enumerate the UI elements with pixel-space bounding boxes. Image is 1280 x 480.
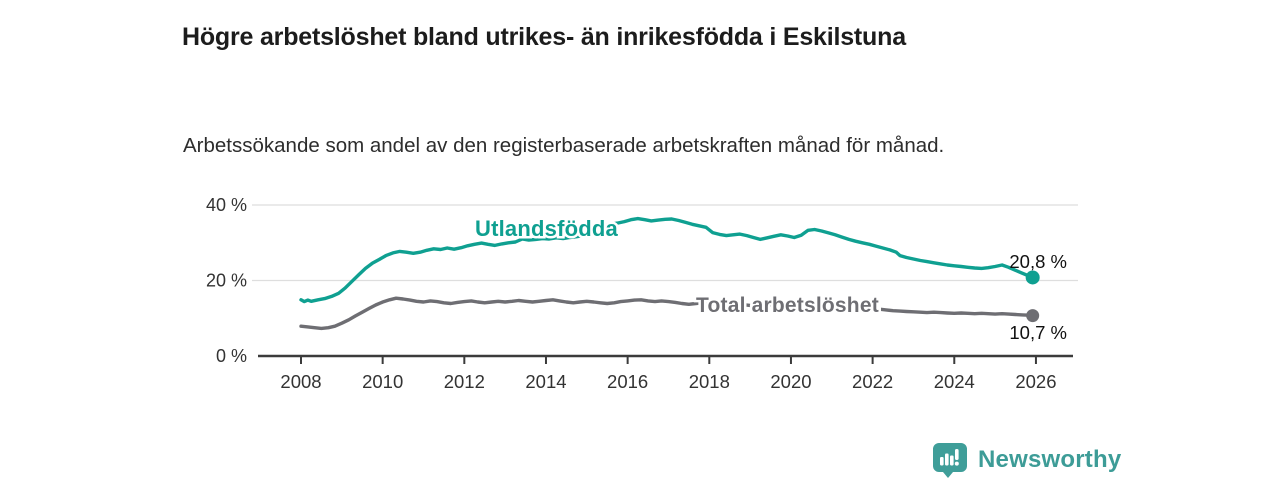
series-label-0: Utlandsfödda	[475, 216, 619, 241]
series-line-1	[299, 296, 1035, 331]
series-end-dot-0	[1025, 270, 1040, 285]
series-line-0	[299, 216, 1035, 304]
x-axis-tick-label: 2024	[934, 371, 975, 392]
x-axis-tick-label: 2014	[525, 371, 566, 392]
x-axis-tick-label: 2012	[444, 371, 485, 392]
x-axis-tick-label: 2016	[607, 371, 648, 392]
chart-subtitle: Arbetssökande som andel av den registerb…	[183, 133, 945, 157]
logo-text: Newsworthy	[978, 446, 1122, 473]
y-axis-tick-label: 20 %	[206, 271, 247, 291]
x-axis-tick-label: 2026	[1015, 371, 1056, 392]
series-end-value-0: 20,8 %	[1009, 251, 1067, 272]
series-label-1: Total arbetslöshet	[696, 294, 879, 317]
x-axis-tick-label: 2020	[770, 371, 811, 392]
chart-title: Högre arbetslöshet bland utrikes- än inr…	[182, 22, 906, 51]
x-axis-tick-label: 2010	[362, 371, 403, 392]
x-axis-tick-label: 2018	[689, 371, 730, 392]
series-end-dot-1	[1026, 309, 1040, 323]
x-axis-tick-label: 2022	[852, 371, 893, 392]
bar-chart-speech-bubble-icon	[933, 443, 967, 478]
y-axis-tick-label: 0 %	[216, 346, 247, 366]
y-axis-tick-label: 40 %	[206, 195, 247, 215]
x-axis-tick-label: 2008	[280, 371, 321, 392]
newsworthy-logo: Newsworthy	[932, 442, 1121, 478]
series-end-value-1: 10,7 %	[1009, 322, 1067, 343]
